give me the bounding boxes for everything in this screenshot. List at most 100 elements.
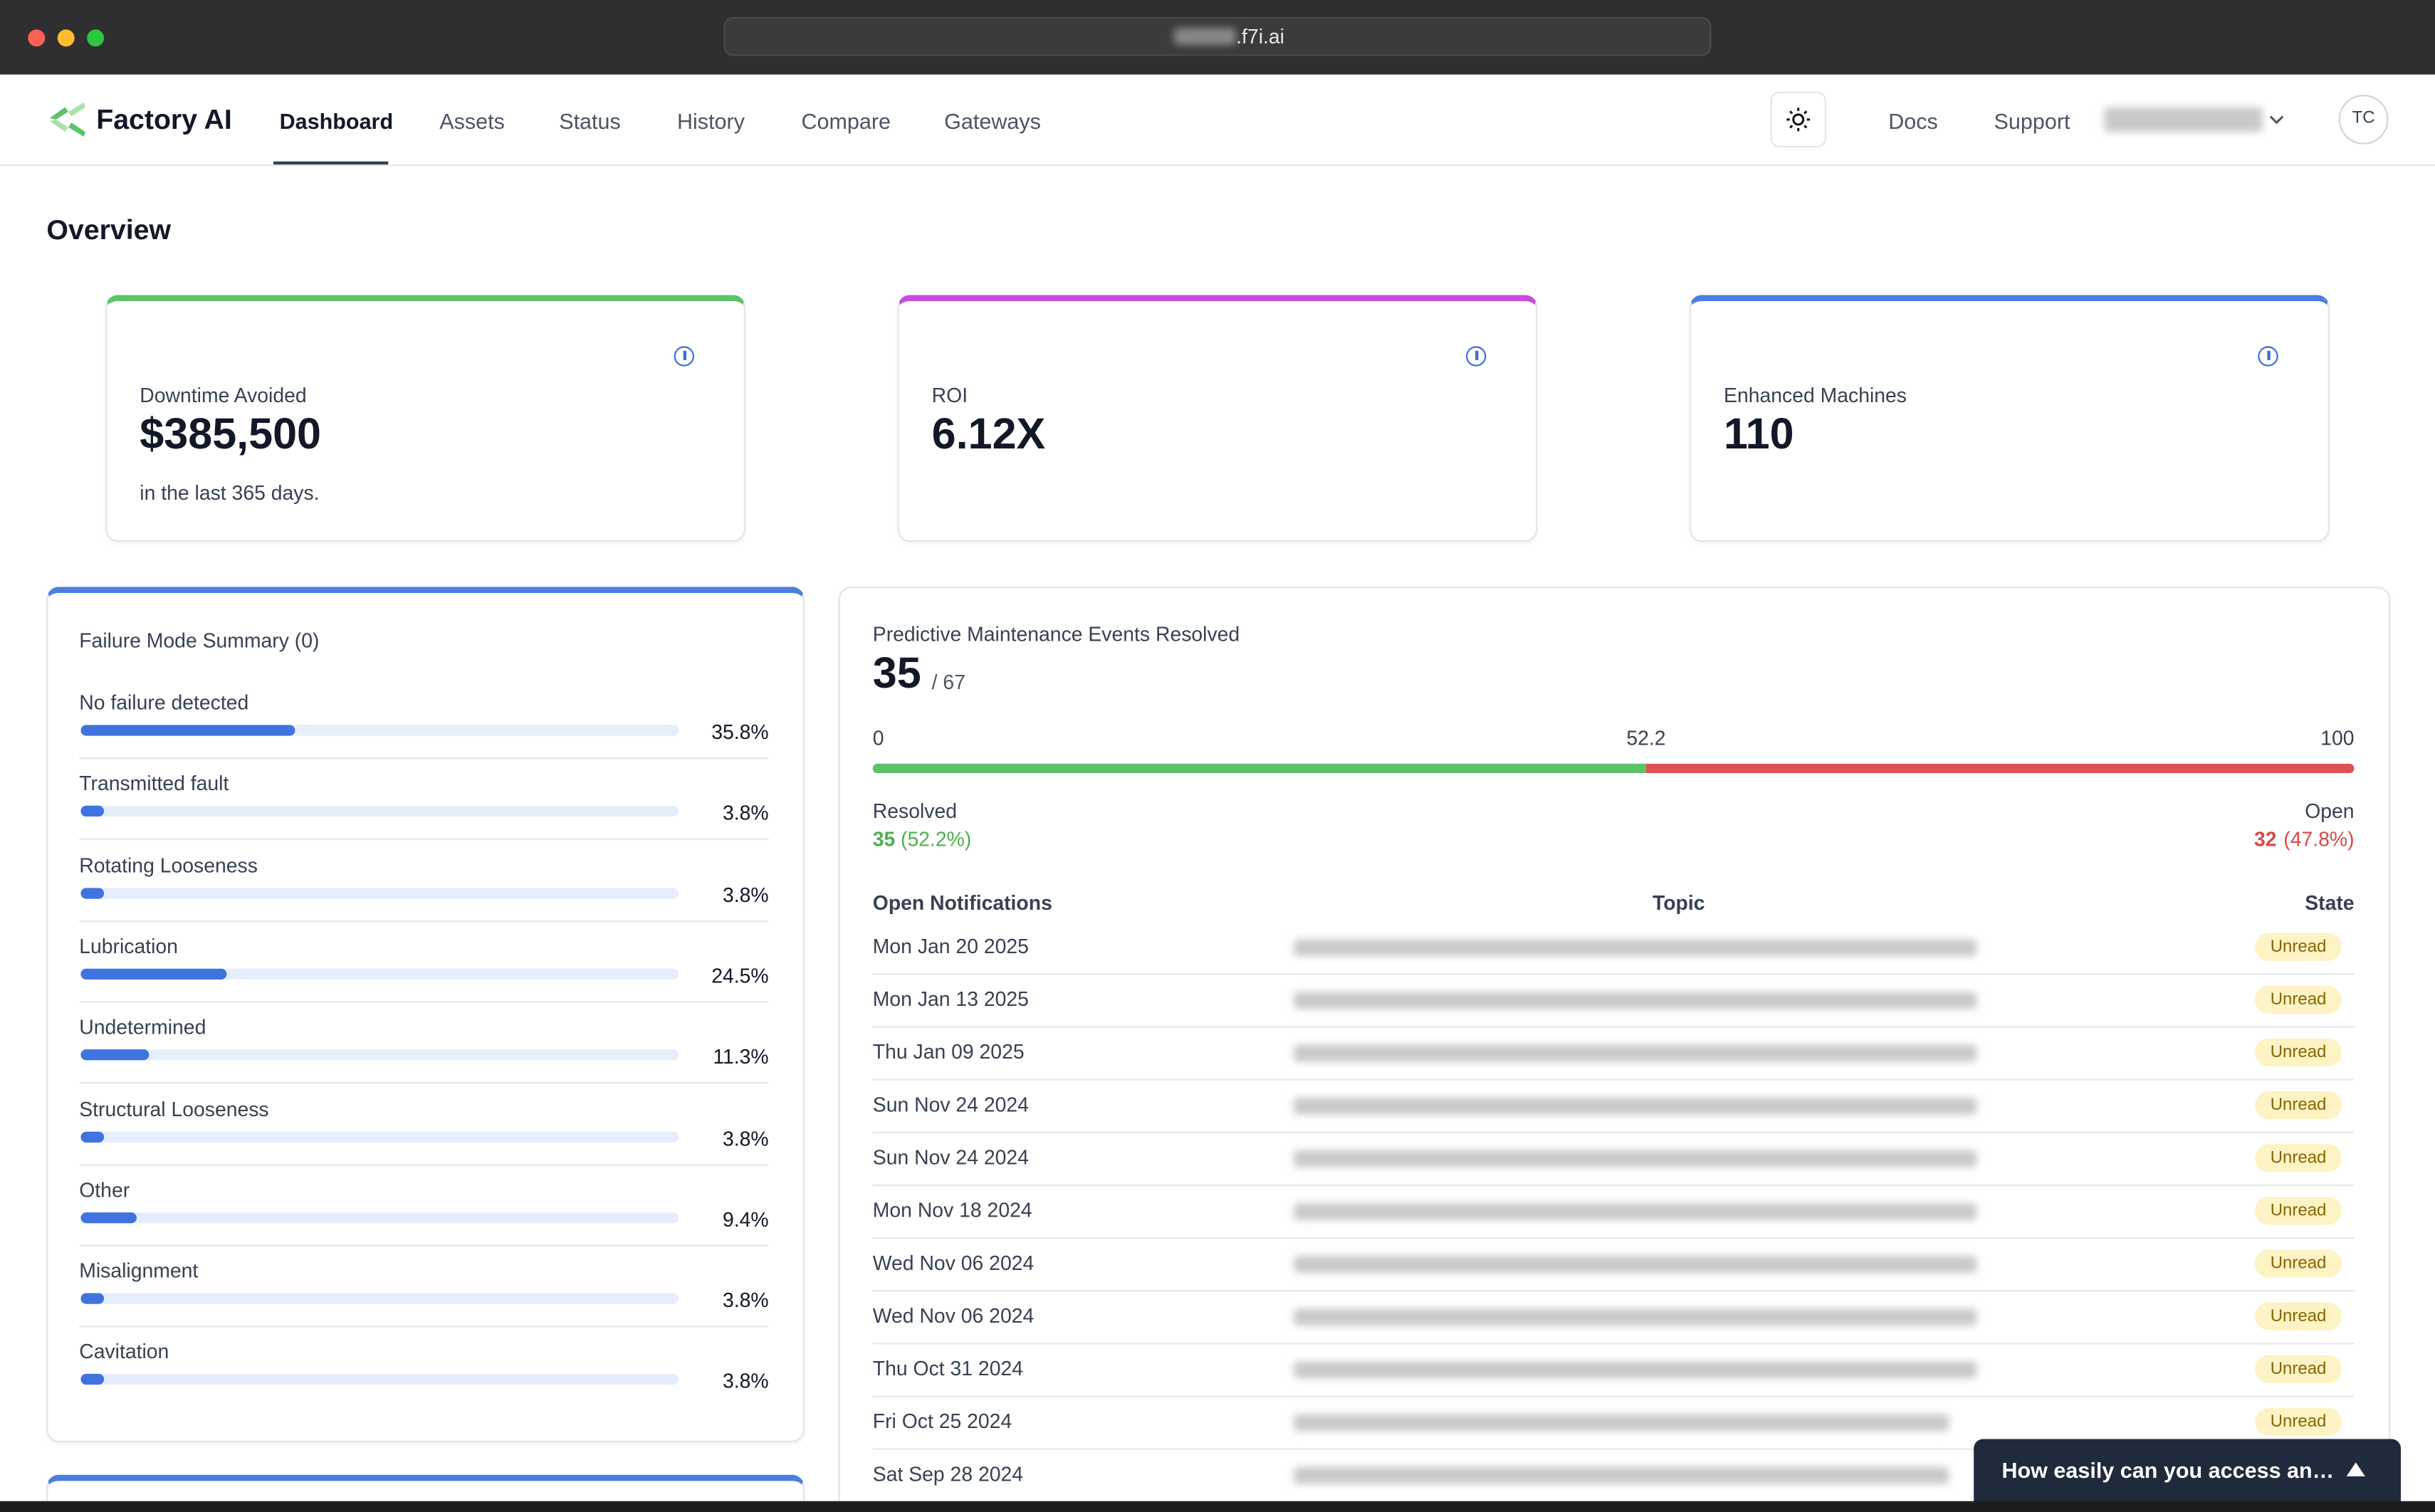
nav-item[interactable]: Assets xyxy=(439,108,505,134)
chevron[interactable] xyxy=(2267,112,2285,127)
avatar[interactable] xyxy=(2338,95,2389,145)
bar-track xyxy=(80,887,679,898)
topic-blur xyxy=(1293,992,1977,1009)
topic-blur xyxy=(1293,1414,1949,1432)
survey[interactable] xyxy=(1974,1439,2402,1512)
separator xyxy=(79,757,769,760)
info-icon[interactable] xyxy=(2258,346,2278,367)
nav-link[interactable]: Support xyxy=(1994,108,2070,134)
state-text: Unread xyxy=(2270,1307,2327,1326)
bar-fill xyxy=(80,806,104,817)
state-text: Unread xyxy=(2270,1043,2327,1062)
scale-max: 100 xyxy=(2320,726,2355,750)
max-dot[interactable] xyxy=(87,29,105,47)
kpi-label: Enhanced Machines xyxy=(1724,383,1907,407)
failure-percent: 3.8% xyxy=(723,801,769,825)
bar-fill xyxy=(80,1374,104,1386)
row-separator xyxy=(872,1131,2355,1133)
url-blur xyxy=(1173,28,1237,46)
logo xyxy=(49,102,85,137)
brand[interactable]: Factory AI xyxy=(96,104,232,135)
failure-name: Cavitation xyxy=(79,1340,169,1364)
failure-percent: 3.8% xyxy=(723,882,769,906)
info-dot xyxy=(2267,350,2270,360)
failure-name: Undetermined xyxy=(79,1015,206,1039)
survey-text[interactable]: How easily can you access an… xyxy=(2001,1457,2335,1483)
nav-item[interactable]: Status xyxy=(559,108,621,134)
user-name-blur[interactable] xyxy=(2104,107,2263,132)
bar-track xyxy=(80,1374,679,1386)
kpi-value: 6.12X xyxy=(931,409,1046,458)
open-count: 32 xyxy=(2253,827,2277,851)
bar-track xyxy=(80,1049,679,1061)
row-date: Sun Nov 24 2024 xyxy=(872,1093,1029,1116)
failure-name: No failure detected xyxy=(79,691,249,715)
state-text: Unread xyxy=(2270,1148,2327,1167)
kpi-card xyxy=(1690,295,2330,542)
failure-card xyxy=(46,587,805,1442)
th-state: State xyxy=(2305,891,2355,915)
scale-marker: 52.2 xyxy=(1626,726,1666,750)
survey-caret xyxy=(2346,1462,2365,1476)
topic-blur xyxy=(1293,1308,1977,1326)
info-icon[interactable] xyxy=(1465,346,1487,367)
bar-fill xyxy=(80,1130,104,1142)
failure-name: Lubrication xyxy=(79,934,178,958)
row-separator xyxy=(872,1078,2355,1081)
close-dot[interactable] xyxy=(28,29,46,47)
topic-blur xyxy=(1293,1256,1977,1274)
failure-percent: 9.4% xyxy=(723,1207,769,1231)
state-badge xyxy=(2254,1249,2342,1278)
state-badge xyxy=(2254,985,2342,1014)
open-label: Open xyxy=(2305,799,2355,823)
separator xyxy=(79,1082,769,1084)
topic-blur xyxy=(1293,1097,1977,1115)
info-icon[interactable] xyxy=(674,346,694,367)
row-separator xyxy=(872,973,2355,975)
row-separator xyxy=(872,1026,2355,1028)
kpi-label: ROI xyxy=(931,383,968,407)
state-badge xyxy=(2254,933,2342,961)
failure-title: Failure Mode Summary (0) xyxy=(79,629,320,652)
kpi-label: Downtime Avoided xyxy=(140,383,307,407)
row-date: Fri Oct 25 2024 xyxy=(872,1409,1012,1433)
bar-track xyxy=(80,1212,679,1223)
nav-link[interactable]: Docs xyxy=(1888,108,1938,134)
separator xyxy=(79,1001,769,1003)
bar-track xyxy=(80,1130,679,1142)
topic-blur xyxy=(1293,1203,1977,1221)
scale-min: 0 xyxy=(872,726,884,750)
row-date: Wed Nov 06 2024 xyxy=(872,1251,1035,1275)
theme-button[interactable] xyxy=(1770,91,1826,148)
topic-blur xyxy=(1293,1150,1977,1167)
th-topic: Topic xyxy=(1653,891,1705,915)
row-date: Thu Oct 31 2024 xyxy=(872,1356,1024,1380)
bar-fill xyxy=(80,1212,137,1223)
kpi-card xyxy=(897,295,1538,542)
row-date: Sun Nov 24 2024 xyxy=(872,1145,1029,1170)
nav-item[interactable]: Gateways xyxy=(944,108,1041,134)
failure-percent: 24.5% xyxy=(711,963,769,987)
open-pct: (47.8%) xyxy=(2283,827,2355,851)
state-text: Unread xyxy=(2270,1254,2327,1274)
url-text: .f7i.ai xyxy=(1236,24,1284,48)
nav-item[interactable]: Compare xyxy=(801,108,891,134)
nav-item[interactable]: History xyxy=(676,108,745,134)
topic-blur xyxy=(1293,1044,1977,1062)
failure-name: Rotating Looseness xyxy=(79,853,258,877)
nav-item[interactable]: Dashboard xyxy=(279,108,394,134)
gauge-resolved xyxy=(872,763,1646,773)
failure-percent: 3.8% xyxy=(723,1370,769,1393)
row-separator xyxy=(872,1343,2355,1345)
page-title: Overview xyxy=(46,214,172,246)
min-dot[interactable] xyxy=(57,29,75,47)
avatar-text: TC xyxy=(2352,108,2375,127)
separator xyxy=(79,1244,769,1246)
state-text: Unread xyxy=(2270,990,2327,1009)
failure-percent: 3.8% xyxy=(723,1126,769,1150)
failure-name: Other xyxy=(79,1177,130,1202)
row-date: Mon Jan 20 2025 xyxy=(872,934,1029,958)
info-dot xyxy=(1475,350,1478,360)
